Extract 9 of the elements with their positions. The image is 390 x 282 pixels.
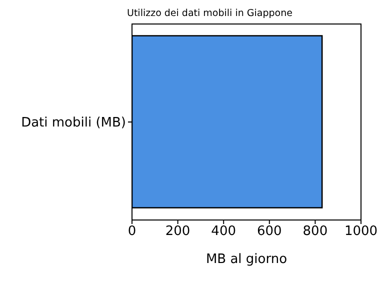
x-tick-label: 200 xyxy=(165,224,190,240)
x-tick-label: 1000 xyxy=(344,224,378,240)
x-axis-title: MB al giorno xyxy=(206,252,288,268)
y-tick-label: Dati mobili (MB) xyxy=(21,116,126,131)
x-tick-label: 600 xyxy=(256,224,282,240)
x-tick-label: 800 xyxy=(302,224,328,240)
chart-title: Utilizzo dei dati mobili in Giappone xyxy=(127,8,292,19)
x-tick-label: 400 xyxy=(211,224,236,240)
x-tick-label: 0 xyxy=(128,224,136,240)
